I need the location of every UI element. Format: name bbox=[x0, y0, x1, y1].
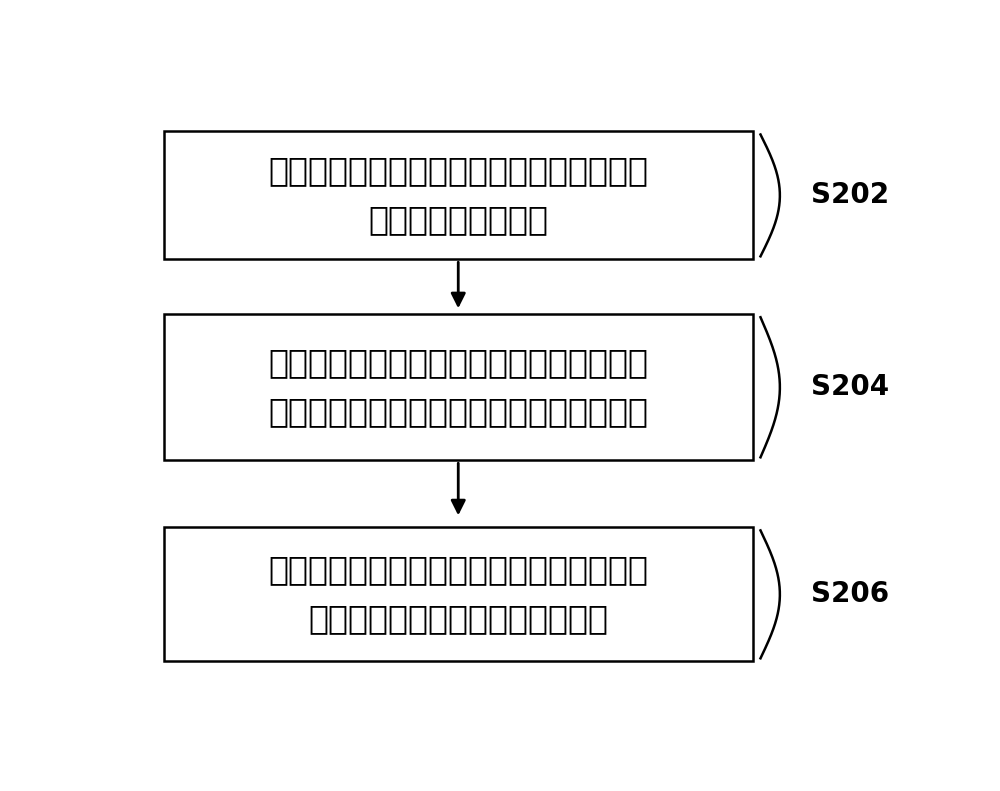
Text: 进行处理，得到大气污染物浓度的目标导数: 进行处理，得到大气污染物浓度的目标导数 bbox=[268, 396, 648, 428]
Text: 浓度的初始排放通量: 浓度的初始排放通量 bbox=[368, 203, 548, 237]
Text: S204: S204 bbox=[811, 373, 889, 401]
Bar bbox=[164, 528, 753, 661]
Text: 利用大气传输模型对观测值和初始排放通量: 利用大气传输模型对观测值和初始排放通量 bbox=[268, 346, 648, 380]
Text: S202: S202 bbox=[811, 181, 889, 210]
Bar bbox=[164, 131, 753, 259]
Bar bbox=[164, 314, 753, 460]
Text: 到大气污染物浓度的目标排放通量: 到大气污染物浓度的目标排放通量 bbox=[308, 602, 608, 635]
Text: 获取大气污染物浓度的观测值和大气污染物: 获取大气污染物浓度的观测值和大气污染物 bbox=[268, 154, 648, 187]
Text: 基于目标导数对初始排放通量进行更新，得: 基于目标导数对初始排放通量进行更新，得 bbox=[268, 554, 648, 586]
Text: S206: S206 bbox=[811, 581, 889, 608]
